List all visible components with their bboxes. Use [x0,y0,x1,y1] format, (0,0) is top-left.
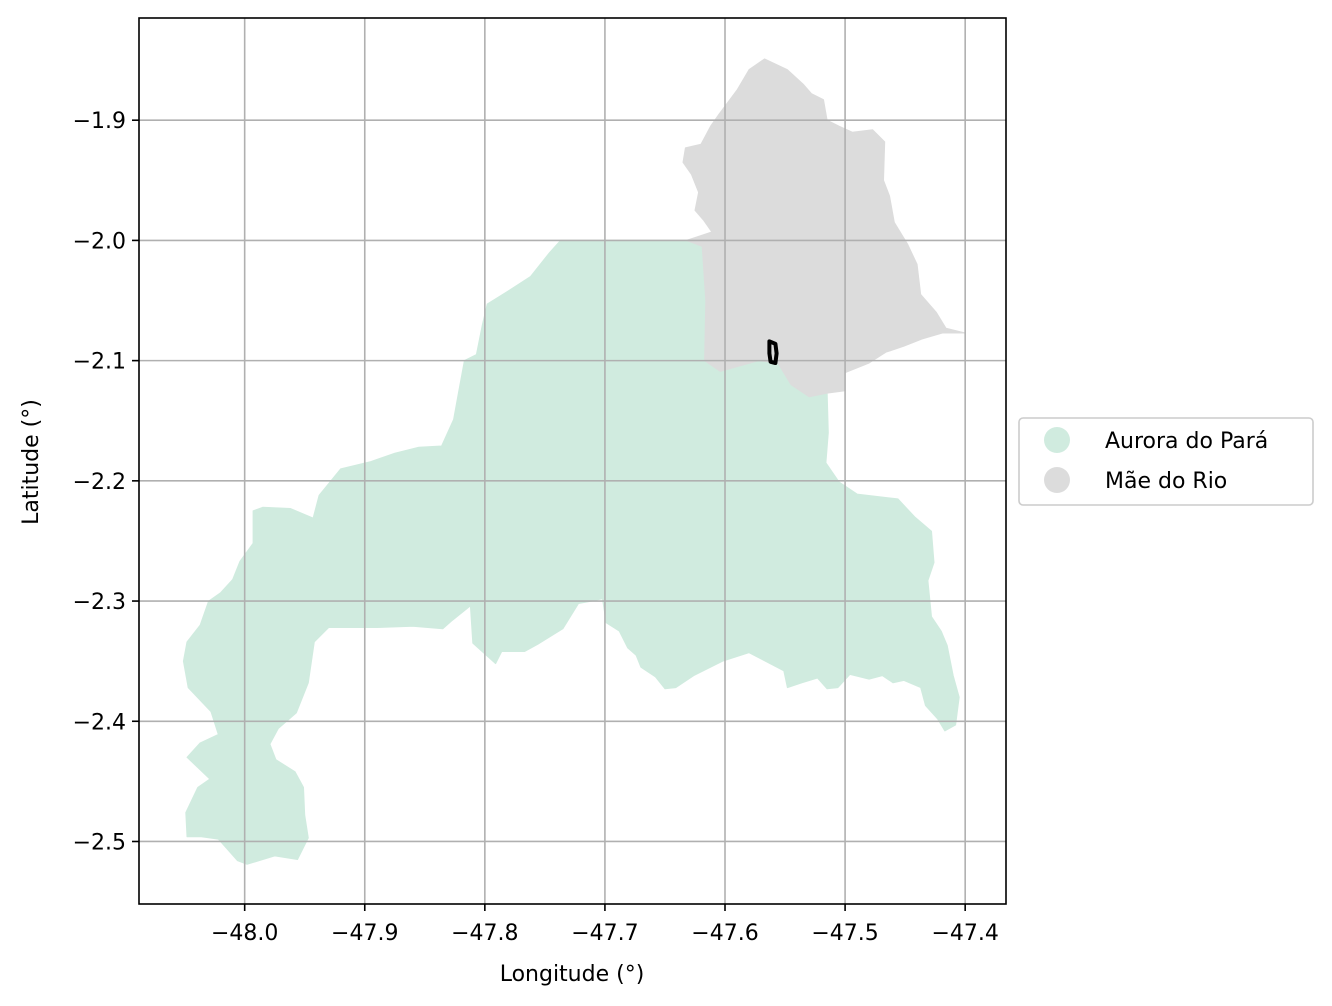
legend: Aurora do Pará Mãe do Rio [1018,417,1314,506]
y-tick-label-minus-2-0: −2.0 [73,229,126,254]
y-tick-label-minus-1-9: −1.9 [73,109,126,134]
y-tick-label-minus-2-3: −2.3 [73,590,126,615]
axes-frame [138,17,1007,905]
y-tick-label-minus-2-4: −2.4 [73,710,126,735]
legend-box [1018,417,1314,506]
x-tick-label-minus-47-7: −47.7 [571,921,638,946]
ticks-layer: −48.0 −47.9 −47.8 −47.7 −47.6 −47.5 −47.4 −1.9 −… [73,109,999,946]
x-tick-label-minus-47-5: −47.5 [811,921,878,946]
x-tick-label-minus-47-9: −47.9 [331,921,398,946]
x-tick-label-minus-47-6: −47.6 [691,921,758,946]
legend-label-mae-do-rio: Mãe do Rio [1105,469,1227,494]
legend-label-aurora: Aurora do Pará [1105,429,1268,454]
y-tick-label-minus-2-1: −2.1 [73,350,126,375]
x-tick-label-minus-48-0: −48.0 [211,921,278,946]
y-tick-label-minus-2-5: −2.5 [73,830,126,855]
outline-small-boundary [767,339,779,365]
x-tick-label-minus-47-8: −47.8 [451,921,518,946]
legend-marker-aurora [1044,427,1070,453]
legend-marker-mae-do-rio [1044,467,1070,493]
x-tick-label-minus-47-4: −47.4 [931,921,998,946]
grid-layer [139,18,1006,904]
x-axis-label: Longitude (°) [500,962,645,987]
outlines-layer [767,339,779,365]
y-axis-label: Latitude (°) [19,399,44,525]
y-tick-label-minus-2-2: −2.2 [73,470,126,495]
